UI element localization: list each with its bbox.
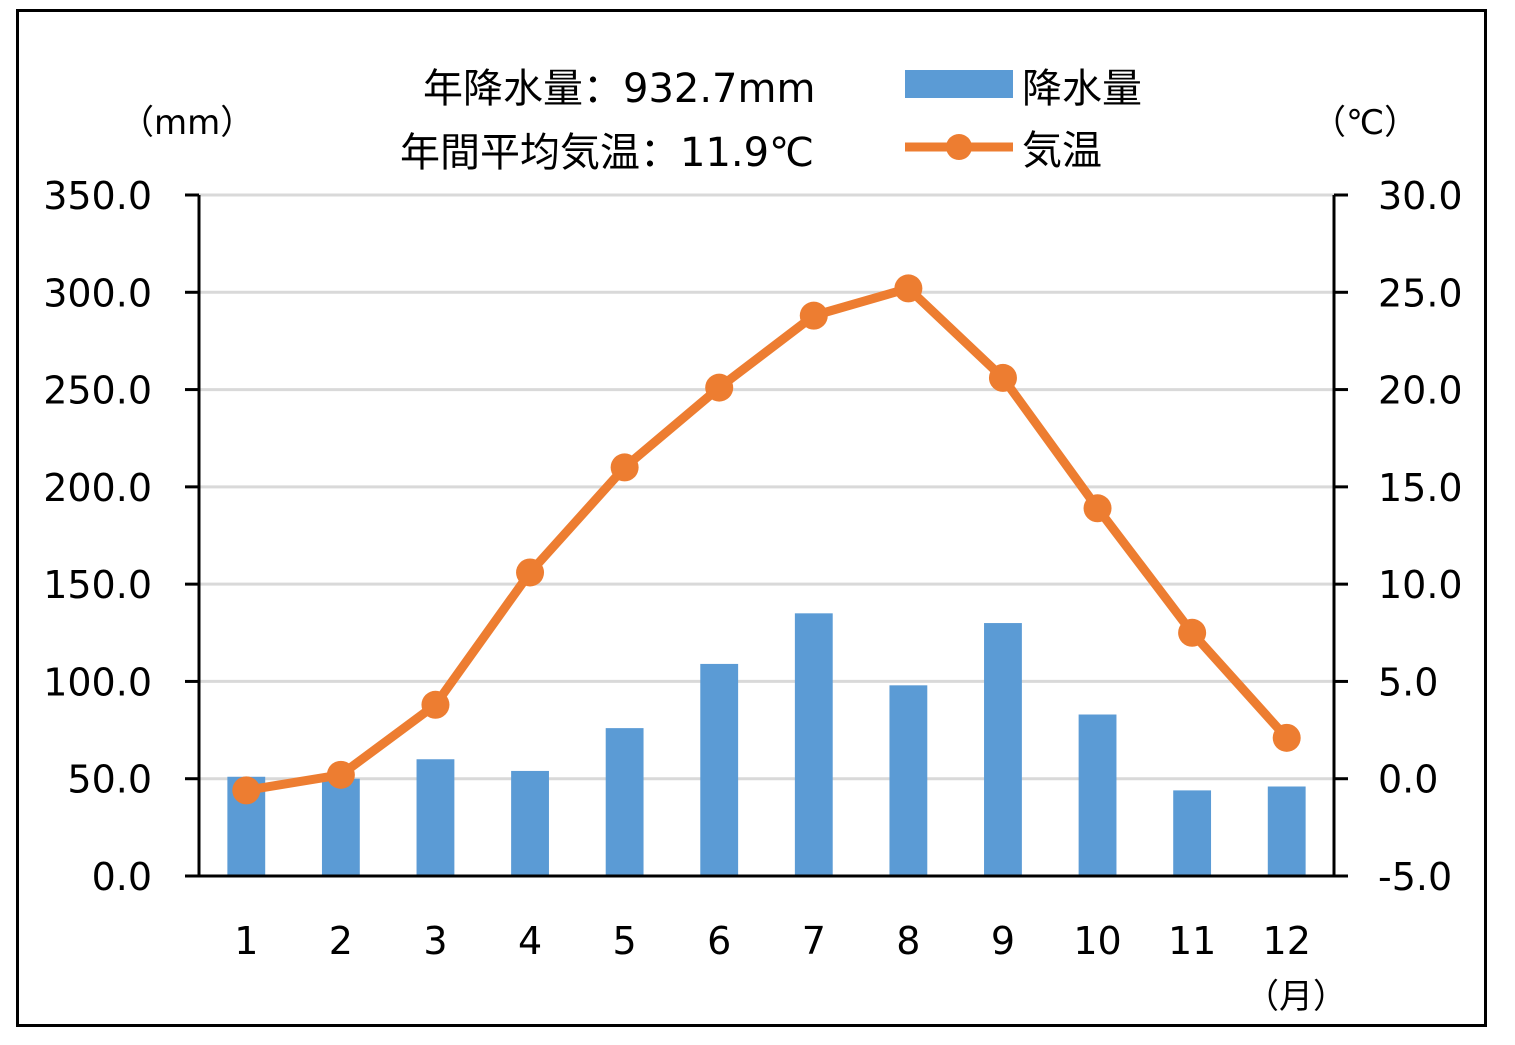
- right-tick-label: 10.0: [1378, 563, 1463, 607]
- right-tick-label: 0.0: [1378, 758, 1438, 802]
- x-tick-label: 5: [613, 919, 637, 963]
- axes: [185, 193, 1348, 878]
- x-tick-label: 2: [329, 919, 353, 963]
- x-tick-label: 8: [896, 919, 920, 963]
- x-tick-label: 11: [1168, 919, 1216, 963]
- right-tick-label: 30.0: [1378, 174, 1463, 218]
- x-tick-label: 1: [234, 919, 258, 963]
- legend-marker-temperature: [946, 134, 972, 160]
- temperature-point: [1178, 618, 1207, 647]
- precipitation-bar: [794, 613, 833, 876]
- legend: 降水量 気温: [905, 66, 1142, 174]
- legend-label-temperature: 気温: [1022, 128, 1102, 174]
- temperature-point: [799, 301, 828, 330]
- x-tick-label: 6: [707, 919, 731, 963]
- precipitation-bar: [889, 685, 928, 876]
- right-tick-label: -5.0: [1378, 855, 1452, 899]
- x-tick-label: 10: [1073, 919, 1121, 963]
- precipitation-bar: [1267, 786, 1306, 876]
- x-tick-label: 4: [518, 919, 542, 963]
- temperature-polyline: [245, 283, 1291, 795]
- temperature-point: [705, 373, 734, 402]
- left-tick-label: 350.0: [43, 174, 152, 218]
- legend-label-precipitation: 降水量: [1022, 66, 1142, 112]
- precipitation-bar: [605, 728, 644, 876]
- temperature-point: [326, 760, 355, 789]
- legend-swatch-precipitation: [905, 70, 1013, 98]
- left-axis-unit: （mm）: [120, 103, 254, 143]
- left-tick-label: 150.0: [43, 563, 152, 607]
- left-tick-label: 200.0: [43, 466, 152, 510]
- left-tick-label: 50.0: [67, 758, 152, 802]
- precipitation-bars: [227, 613, 1306, 876]
- annual-precipitation-text: 年降水量：932.7mm: [423, 66, 815, 112]
- temperature-point: [988, 363, 1017, 392]
- precipitation-bar: [321, 778, 360, 876]
- precipitation-bar: [511, 770, 549, 876]
- precipitation-bar: [700, 663, 739, 876]
- x-tick-label: 9: [991, 919, 1015, 963]
- left-tick-label: 300.0: [43, 271, 152, 315]
- temperature-point: [516, 558, 545, 587]
- gridlines: [199, 193, 1334, 781]
- precipitation-bar: [416, 759, 455, 876]
- temperature-point: [610, 453, 639, 482]
- precipitation-bar: [984, 623, 1022, 876]
- precipitation-bar: [1078, 714, 1117, 876]
- chart-frame: [16, 9, 1487, 1027]
- left-tick-label: 0.0: [92, 855, 152, 899]
- precipitation-bar: [1173, 790, 1212, 876]
- tick-labels: 0.050.0100.0150.0200.0250.0300.0350.0-5.…: [43, 174, 1462, 963]
- right-axis-unit: （℃）: [1312, 103, 1418, 143]
- right-tick-label: 20.0: [1378, 369, 1463, 413]
- x-tick-label: 12: [1263, 919, 1311, 963]
- left-tick-label: 100.0: [43, 660, 152, 704]
- temperature-point: [232, 776, 261, 805]
- temperature-point: [421, 690, 450, 719]
- right-tick-label: 15.0: [1378, 466, 1463, 510]
- left-tick-label: 250.0: [43, 369, 152, 413]
- x-tick-label: 7: [802, 919, 826, 963]
- temperature-point: [894, 274, 923, 303]
- x-tick-label: 3: [423, 919, 447, 963]
- temperature-line: [232, 274, 1301, 805]
- x-axis-unit: （月）: [1245, 977, 1347, 1017]
- temperature-point: [1272, 723, 1301, 752]
- annual-temperature-text: 年間平均気温：11.9℃: [400, 130, 814, 176]
- right-tick-label: 5.0: [1378, 660, 1438, 704]
- right-tick-label: 25.0: [1378, 271, 1463, 315]
- temperature-point: [1083, 494, 1112, 523]
